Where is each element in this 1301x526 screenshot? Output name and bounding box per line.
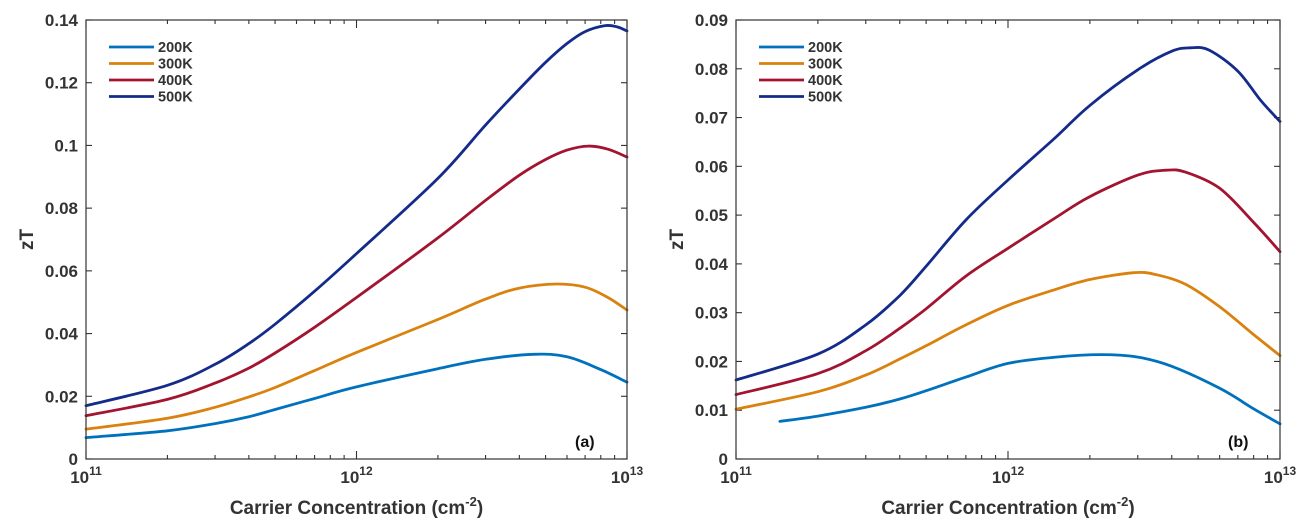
- legend-label: 300K: [158, 57, 193, 73]
- legend-label: 200K: [158, 40, 193, 56]
- x-tick-label: 1013: [611, 464, 644, 487]
- series-line-200K: [84, 352, 629, 440]
- legend-label: 300K: [808, 57, 843, 73]
- series-line-400K: [734, 168, 1282, 396]
- y-axis-label: zT: [17, 229, 38, 251]
- x-axis-label: Carrier Concentration (cm-2): [881, 494, 1134, 519]
- x-axis-label-close: ): [477, 498, 483, 519]
- y-axis-label: zT: [667, 229, 688, 251]
- plot-frame: [735, 19, 1281, 460]
- x-tick-base: 10: [70, 468, 89, 487]
- legend-label: 500K: [808, 90, 843, 106]
- x-axis-label-close: ): [1128, 498, 1134, 519]
- x-tick-base: 10: [340, 468, 359, 487]
- y-tick-label: 0.08: [695, 60, 728, 79]
- x-axis-label: Carrier Concentration (cm-2): [230, 494, 483, 519]
- series-line-500K: [84, 23, 629, 408]
- series-line-200K: [778, 353, 1282, 426]
- y-tick-label: 0.02: [695, 352, 728, 371]
- x-tick-exponent: 13: [630, 464, 644, 478]
- y-tick-label: 0.1: [54, 136, 78, 155]
- x-tick-exponent: 12: [1011, 464, 1025, 478]
- x-tick-exponent: 12: [359, 464, 373, 478]
- x-tick-base: 10: [611, 468, 630, 487]
- y-tick-label: 0.02: [45, 387, 78, 406]
- y-tick-label: 0.03: [695, 304, 728, 323]
- x-tick-exponent: 13: [1283, 464, 1297, 478]
- legend-label: 400K: [158, 73, 193, 89]
- y-tick-label: 0: [719, 450, 728, 469]
- x-tick-base: 10: [992, 468, 1011, 487]
- series-line-300K: [84, 282, 629, 431]
- x-tick-exponent: 11: [89, 464, 102, 478]
- x-axis-label-superscript: -2: [1117, 494, 1129, 509]
- x-axis-label-text: Carrier Concentration (cm: [881, 498, 1116, 519]
- legend-label: 400K: [808, 73, 843, 89]
- y-tick-label: 0.04: [45, 325, 79, 344]
- legend-label: 500K: [158, 90, 193, 106]
- y-tick-label: 0.05: [695, 206, 728, 225]
- y-tick-label: 0.01: [695, 401, 728, 420]
- panel-label: (b): [1228, 434, 1248, 451]
- y-tick-label: 0.06: [45, 262, 78, 281]
- y-tick-label: 0.08: [45, 199, 78, 218]
- y-tick-label: 0.06: [695, 157, 728, 176]
- x-tick-label: 1012: [340, 464, 373, 487]
- series-line-500K: [734, 46, 1282, 382]
- y-tick-label: 0.04: [695, 255, 729, 274]
- plot-frame: [85, 19, 628, 460]
- y-tick-label: 0: [69, 450, 78, 469]
- panel-label: (a): [575, 434, 595, 451]
- x-tick-label: 1011: [720, 464, 752, 487]
- x-tick-label: 1011: [70, 464, 102, 487]
- y-tick-label: 0.14: [45, 11, 79, 30]
- x-tick-base: 10: [720, 468, 739, 487]
- x-axis-label-text: Carrier Concentration (cm: [230, 498, 465, 519]
- series-line-300K: [734, 270, 1282, 411]
- chart-panel-b: 00.010.020.030.040.050.060.070.080.09101…: [667, 11, 1296, 519]
- legend-label: 200K: [808, 40, 843, 56]
- x-axis-label-superscript: -2: [465, 494, 477, 509]
- x-tick-exponent: 11: [739, 464, 752, 478]
- x-tick-base: 10: [1264, 468, 1283, 487]
- y-tick-label: 0.07: [695, 109, 728, 128]
- series-line-400K: [84, 144, 629, 418]
- y-tick-label: 0.09: [695, 11, 728, 30]
- x-tick-label: 1012: [992, 464, 1025, 487]
- y-tick-label: 0.12: [45, 74, 78, 93]
- x-tick-label: 1013: [1264, 464, 1297, 487]
